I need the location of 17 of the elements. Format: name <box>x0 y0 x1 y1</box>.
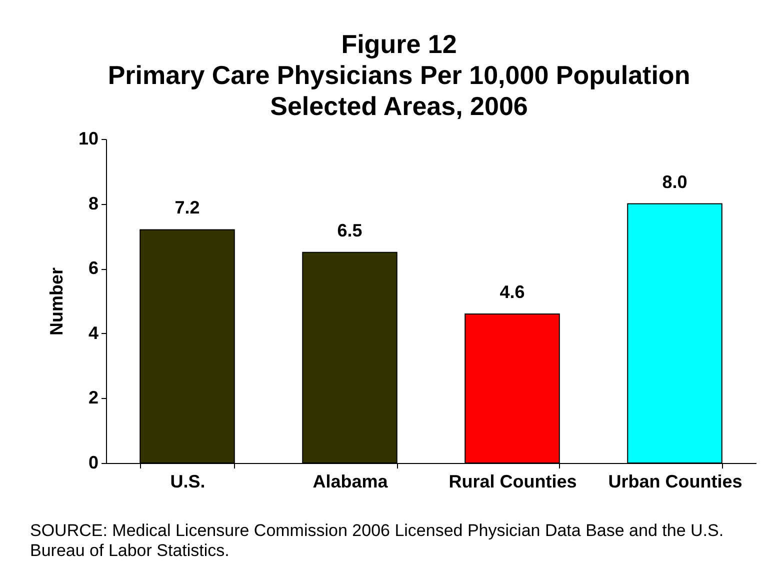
y-axis-title: Number <box>46 267 66 336</box>
x-tick-label: U.S. <box>170 472 206 492</box>
x-tick-label: Rural Counties <box>448 472 577 492</box>
x-tick-label: Urban Counties <box>608 472 742 492</box>
data-label: 6.5 <box>337 220 362 240</box>
data-label: 8.0 <box>662 172 688 192</box>
y-tick-label: 6 <box>88 258 98 278</box>
data-label: 7.2 <box>174 198 200 218</box>
y-tick-label: 4 <box>88 322 98 343</box>
chart-title: Figure 12 Primary Care Physicians Per 10,000 Population Selected Areas, 2006 <box>108 29 690 121</box>
y-tick-label: 0 <box>88 452 98 472</box>
data-label: 4.6 <box>500 282 525 302</box>
y-tick-label: 10 <box>78 128 98 148</box>
source-note: SOURCE: Medical Licensure Commission 2006 Licensed Physician Data Base and the U.S. Bureau of Labor Statistics. <box>30 521 724 560</box>
x-tick-label: Alabama <box>312 472 389 492</box>
y-tick-label: 2 <box>88 388 98 408</box>
y-tick-label: 8 <box>88 193 98 214</box>
